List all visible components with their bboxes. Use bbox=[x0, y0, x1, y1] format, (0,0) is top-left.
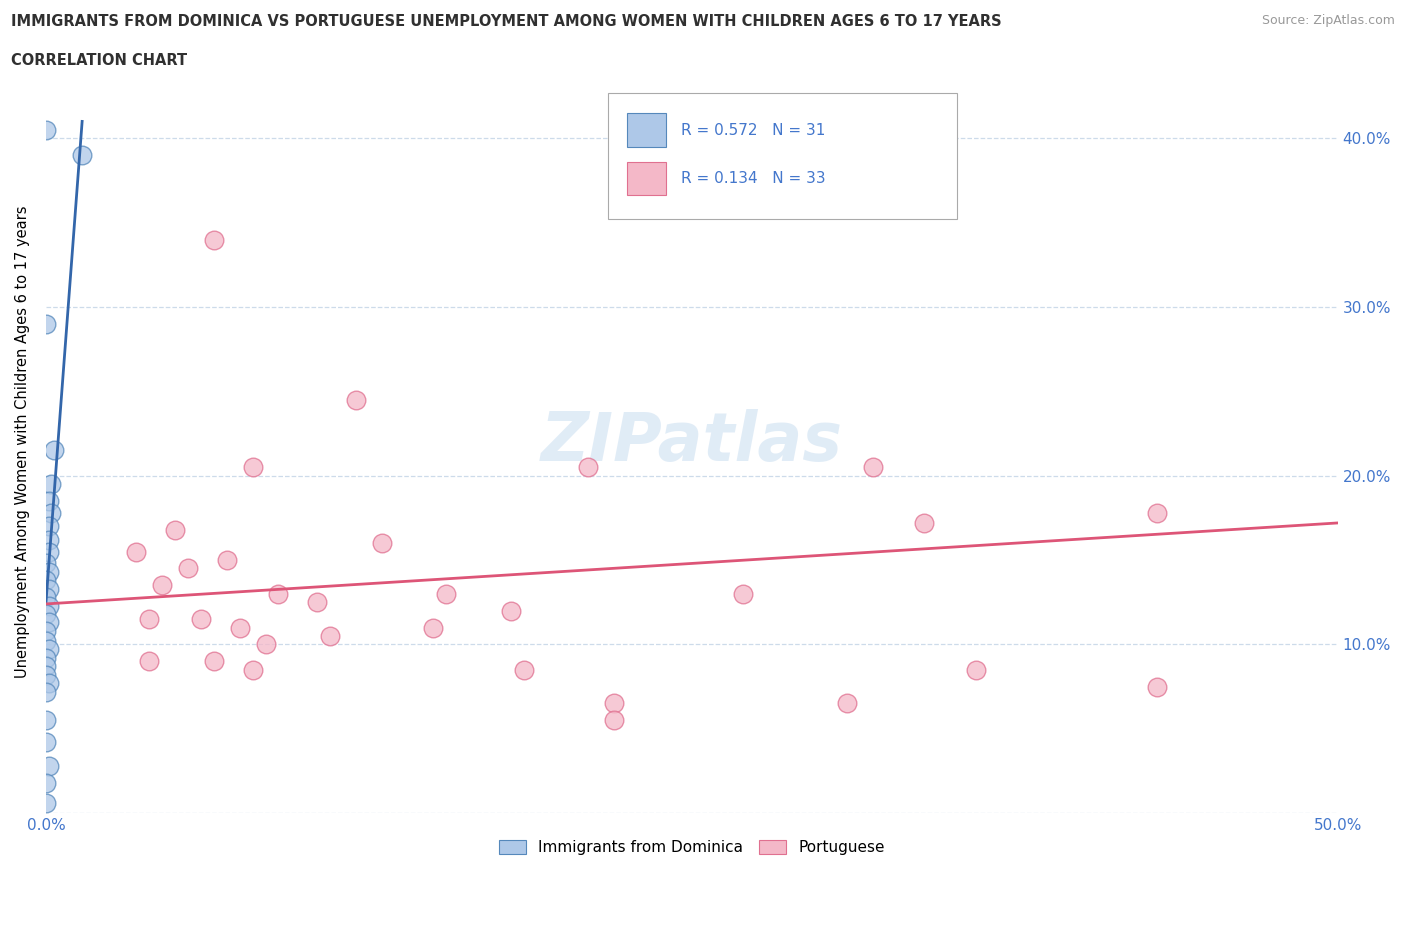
Point bbox=[1146, 679, 1168, 694]
Point bbox=[202, 232, 225, 247]
Point bbox=[38, 519, 60, 534]
Point bbox=[434, 587, 457, 602]
Point bbox=[39, 505, 62, 520]
Point bbox=[35, 590, 58, 604]
Point bbox=[35, 556, 58, 571]
Point bbox=[319, 629, 342, 644]
Point bbox=[177, 561, 200, 576]
Point bbox=[35, 668, 58, 683]
Point bbox=[242, 459, 264, 474]
Point bbox=[35, 623, 58, 638]
Point bbox=[254, 637, 277, 652]
Point bbox=[38, 532, 60, 547]
Text: Source: ZipAtlas.com: Source: ZipAtlas.com bbox=[1261, 14, 1395, 27]
Point bbox=[35, 776, 58, 790]
Point bbox=[267, 587, 290, 602]
Point bbox=[499, 604, 522, 618]
Text: R = 0.572   N = 31: R = 0.572 N = 31 bbox=[682, 123, 825, 138]
Bar bbox=[627, 113, 666, 147]
Point bbox=[38, 676, 60, 691]
Point bbox=[38, 642, 60, 657]
Point bbox=[35, 735, 58, 750]
Point bbox=[138, 612, 160, 627]
Point bbox=[150, 578, 173, 592]
Point bbox=[190, 612, 212, 627]
Text: IMMIGRANTS FROM DOMINICA VS PORTUGUESE UNEMPLOYMENT AMONG WOMEN WITH CHILDREN AG: IMMIGRANTS FROM DOMINICA VS PORTUGUESE U… bbox=[11, 14, 1002, 29]
Point bbox=[35, 650, 58, 665]
Point bbox=[965, 662, 987, 677]
Point bbox=[35, 684, 58, 699]
Bar bbox=[627, 162, 666, 195]
Text: ZIPatlas: ZIPatlas bbox=[541, 409, 842, 475]
Point bbox=[35, 795, 58, 810]
Point bbox=[35, 633, 58, 648]
Point bbox=[35, 606, 58, 621]
Point bbox=[38, 759, 60, 774]
Point bbox=[344, 392, 367, 407]
Point bbox=[42, 443, 65, 458]
Point bbox=[733, 587, 755, 602]
Point bbox=[125, 544, 148, 559]
Point bbox=[215, 552, 238, 567]
Point bbox=[165, 523, 187, 538]
Point bbox=[603, 696, 626, 711]
Point bbox=[35, 123, 58, 138]
Point bbox=[35, 316, 58, 331]
Point bbox=[422, 620, 444, 635]
Point bbox=[228, 620, 250, 635]
Point bbox=[835, 696, 858, 711]
Point bbox=[35, 713, 58, 728]
Point bbox=[1146, 505, 1168, 520]
Text: R = 0.134   N = 33: R = 0.134 N = 33 bbox=[682, 171, 827, 186]
Point bbox=[371, 536, 394, 551]
Point bbox=[35, 659, 58, 674]
Point bbox=[862, 459, 884, 474]
Point bbox=[39, 477, 62, 492]
Point bbox=[70, 148, 93, 163]
FancyBboxPatch shape bbox=[607, 93, 956, 219]
Point bbox=[202, 654, 225, 669]
Point bbox=[35, 573, 58, 588]
Point bbox=[38, 565, 60, 579]
Point bbox=[513, 662, 536, 677]
Point bbox=[242, 662, 264, 677]
Point bbox=[138, 654, 160, 669]
Y-axis label: Unemployment Among Women with Children Ages 6 to 17 years: Unemployment Among Women with Children A… bbox=[15, 206, 30, 678]
Point bbox=[38, 615, 60, 630]
Point bbox=[912, 515, 935, 530]
Point bbox=[38, 581, 60, 596]
Point bbox=[38, 598, 60, 613]
Point bbox=[578, 459, 600, 474]
Point bbox=[38, 544, 60, 559]
Point bbox=[603, 713, 626, 728]
Text: CORRELATION CHART: CORRELATION CHART bbox=[11, 53, 187, 68]
Legend: Immigrants from Dominica, Portuguese: Immigrants from Dominica, Portuguese bbox=[492, 833, 891, 861]
Point bbox=[38, 494, 60, 509]
Point bbox=[307, 595, 329, 610]
